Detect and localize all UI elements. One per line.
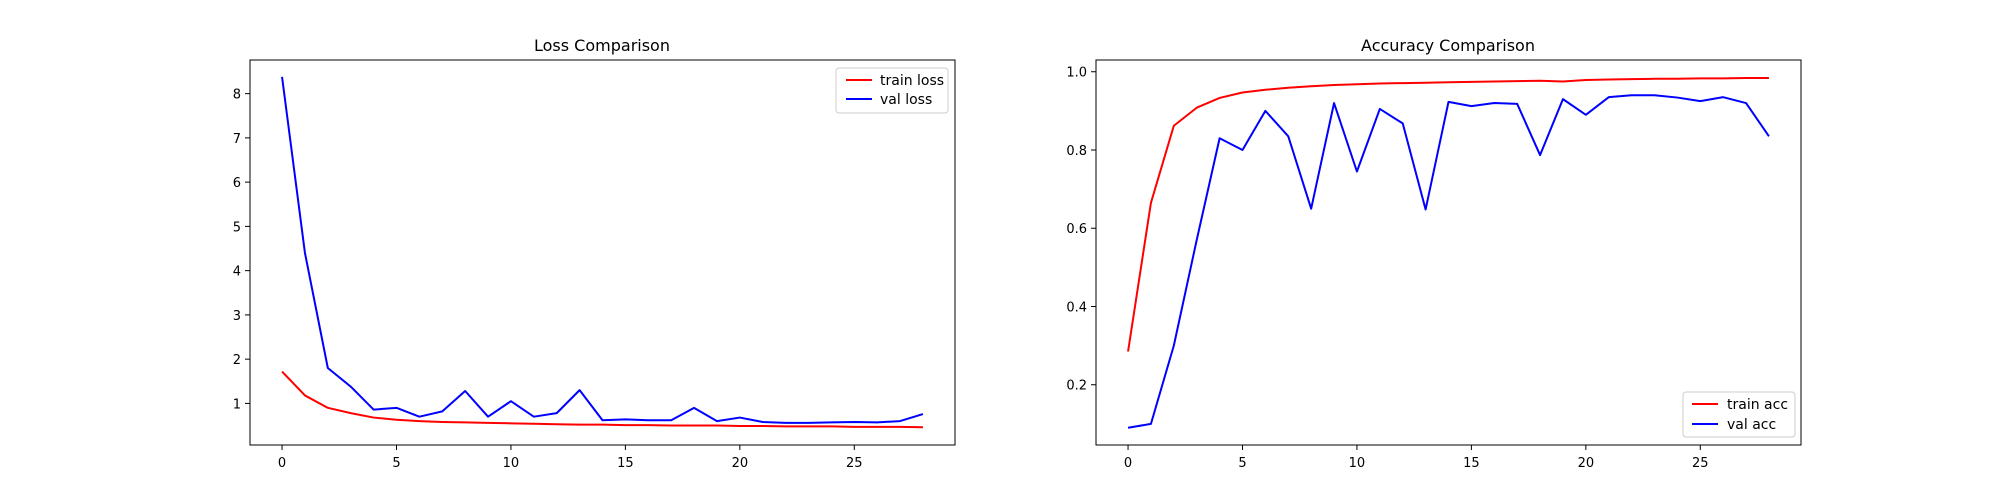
x-tick-label: 5 [1238,456,1246,471]
x-tick-label: 5 [392,456,400,471]
chart-title: Accuracy Comparison [1361,36,1535,55]
x-tick-label: 10 [503,456,520,471]
plot-frame [1095,59,1802,446]
chart-title: Loss Comparison [534,36,670,55]
plot-area: 0 5 10 15 20 25 1 2 3 4 5 6 7 8 [233,76,924,471]
x-tick-label: 25 [846,456,863,471]
plot-area: 0 5 10 15 20 25 0.2 0.4 0.6 0.8 1.0 [1066,66,1770,471]
series-line-val-loss [281,76,924,424]
x-tick-label: 0 [278,456,286,471]
legend-label-val-loss: val loss [880,92,932,108]
y-tick-label: 1 [233,397,241,412]
y-tick-label: 1.0 [1066,66,1087,81]
x-tick-label: 0 [1124,456,1132,471]
y-tick-label: 7 [233,132,241,147]
y-tick-label: 8 [233,88,241,103]
y-tick-label: 6 [233,176,241,191]
series-line-train-acc [1127,77,1769,352]
legend-label-val-acc: val acc [1727,417,1776,433]
y-tick-label: 5 [233,220,241,235]
legend: train acc val acc [1682,391,1796,438]
y-tick-label: 2 [233,353,241,368]
y-tick-label: 0.4 [1066,300,1087,315]
x-tick-label: 15 [617,456,634,471]
y-tick-label: 0.8 [1066,144,1087,159]
x-tick-label: 25 [1692,456,1709,471]
y-tick-label: 0.6 [1066,222,1087,237]
series-line-train-loss [281,370,923,429]
loss-comparison-chart: Loss Comparison 0 5 10 15 20 25 1 2 3 4 5 6 7 8 train… [233,36,956,471]
y-tick-label: 4 [233,265,241,280]
x-tick-label: 20 [1578,456,1595,471]
x-tick-label: 10 [1349,456,1366,471]
y-tick-label: 0.2 [1066,379,1087,394]
legend-label-train-loss: train loss [880,73,944,89]
legend-label-train-acc: train acc [1727,397,1788,413]
series-line-val-acc [1127,94,1770,429]
accuracy-comparison-chart: Accuracy Comparison 0 5 10 15 20 250.20.40.60… [1066,36,1802,471]
y-tick-label: 3 [233,309,241,324]
legend: train loss val loss [835,67,949,114]
x-tick-label: 15 [1463,456,1480,471]
plot-frame [249,59,956,446]
x-tick-label: 20 [732,456,749,471]
